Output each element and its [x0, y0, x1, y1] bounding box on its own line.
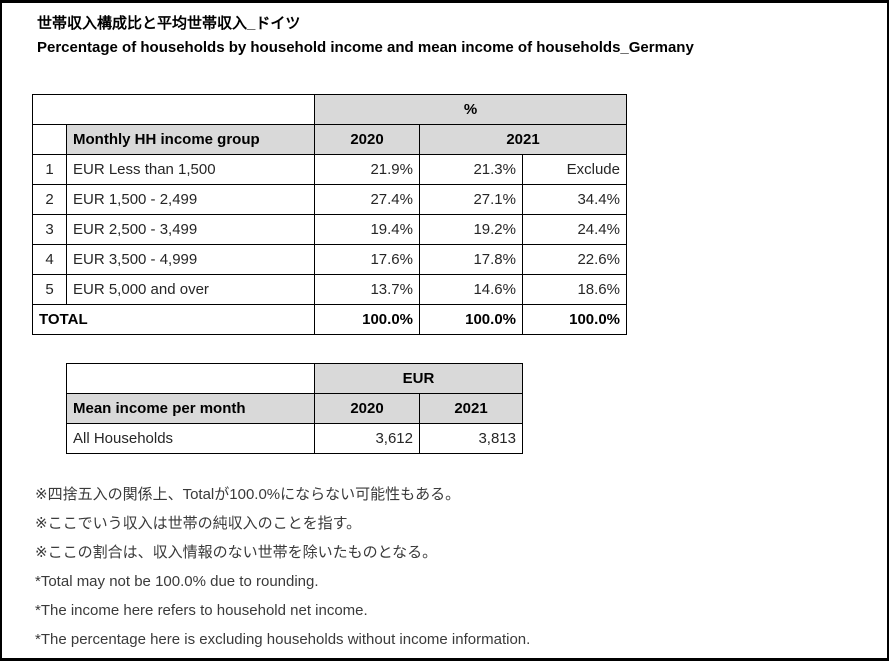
table-row: 5 EUR 5,000 and over 13.7% 14.6% 18.6% [32, 274, 627, 305]
value-2021-a: 14.6% [419, 274, 523, 305]
footnote-jp-rounding: ※四捨五入の関係上、Totalが100.0%にならない可能性もある。 [35, 486, 461, 503]
value-2021-a: 19.2% [419, 214, 523, 245]
value-2021-a: 17.8% [419, 244, 523, 275]
mean-income-2020: 3,612 [314, 423, 420, 454]
total-row: TOTAL 100.0% 100.0% 100.0% [32, 304, 627, 335]
value-2021-b: 18.6% [522, 274, 627, 305]
value-2020: 21.9% [314, 154, 420, 185]
income-group-label: EUR 3,500 - 4,999 [66, 244, 315, 275]
income-group-label: EUR 1,500 - 2,499 [66, 184, 315, 215]
value-2021-a: 27.1% [419, 184, 523, 215]
total-2021-b: 100.0% [522, 304, 627, 335]
table-row: All Households 3,612 3,813 [66, 423, 523, 454]
unit-header-row: % [32, 94, 627, 125]
empty-cell [32, 94, 315, 125]
value-2020: 17.6% [314, 244, 420, 275]
value-2020: 13.7% [314, 274, 420, 305]
mean-income-2021: 3,813 [419, 423, 523, 454]
column-header-2020: 2020 [314, 393, 420, 424]
income-distribution-table: % Monthly HH income group 2020 2021 1 EU… [32, 94, 627, 335]
footnote-en-excluding: *The percentage here is excluding househ… [35, 631, 531, 648]
footnote-jp-excluding: ※ここの割合は、収入情報のない世帯を除いたものとなる。 [35, 544, 438, 561]
row-number: 3 [32, 214, 67, 245]
row-number: 2 [32, 184, 67, 215]
table-row: 2 EUR 1,500 - 2,499 27.4% 27.1% 34.4% [32, 184, 627, 215]
mean-income-table: EUR Mean income per month 2020 2021 All … [66, 363, 523, 454]
group-column-header: Mean income per month [66, 393, 315, 424]
income-group-label: EUR Less than 1,500 [66, 154, 315, 185]
column-header-2020: 2020 [314, 124, 420, 155]
page-title-english: Percentage of households by household in… [37, 39, 694, 56]
row-number: 1 [32, 154, 67, 185]
footnote-jp-net-income: ※ここでいう収入は世帯の純収入のことを指す。 [35, 515, 362, 532]
column-header-row: Monthly HH income group 2020 2021 [32, 124, 627, 155]
page-title-japanese: 世帯収入構成比と平均世帯収入_ドイツ [37, 15, 301, 32]
column-header-row: Mean income per month 2020 2021 [66, 393, 523, 424]
value-2021-b: 34.4% [522, 184, 627, 215]
empty-cell [32, 124, 67, 155]
unit-header-row: EUR [66, 363, 523, 394]
total-2021-a: 100.0% [419, 304, 523, 335]
table-row: 4 EUR 3,500 - 4,999 17.6% 17.8% 22.6% [32, 244, 627, 275]
value-2020: 27.4% [314, 184, 420, 215]
total-2020: 100.0% [314, 304, 420, 335]
row-number: 5 [32, 274, 67, 305]
footnotes: ※四捨五入の関係上、Totalが100.0%にならない可能性もある。 ※ここでい… [35, 480, 530, 654]
empty-cell [66, 363, 315, 394]
all-households-label: All Households [66, 423, 315, 454]
footnote-en-net-income: *The income here refers to household net… [35, 602, 368, 619]
value-2020: 19.4% [314, 214, 420, 245]
income-group-label: EUR 2,500 - 3,499 [66, 214, 315, 245]
group-column-header: Monthly HH income group [66, 124, 315, 155]
column-header-2021: 2021 [419, 124, 627, 155]
total-label: TOTAL [32, 304, 315, 335]
table-row: 1 EUR Less than 1,500 21.9% 21.3% Exclud… [32, 154, 627, 185]
row-number: 4 [32, 244, 67, 275]
footnote-en-rounding: *Total may not be 100.0% due to rounding… [35, 573, 319, 590]
value-2021-b: Exclude [522, 154, 627, 185]
value-2021-a: 21.3% [419, 154, 523, 185]
unit-header-eur: EUR [314, 363, 523, 394]
column-header-2021: 2021 [419, 393, 523, 424]
value-2021-b: 22.6% [522, 244, 627, 275]
unit-header-percent: % [314, 94, 627, 125]
table-row: 3 EUR 2,500 - 3,499 19.4% 19.2% 24.4% [32, 214, 627, 245]
value-2021-b: 24.4% [522, 214, 627, 245]
income-group-label: EUR 5,000 and over [66, 274, 315, 305]
